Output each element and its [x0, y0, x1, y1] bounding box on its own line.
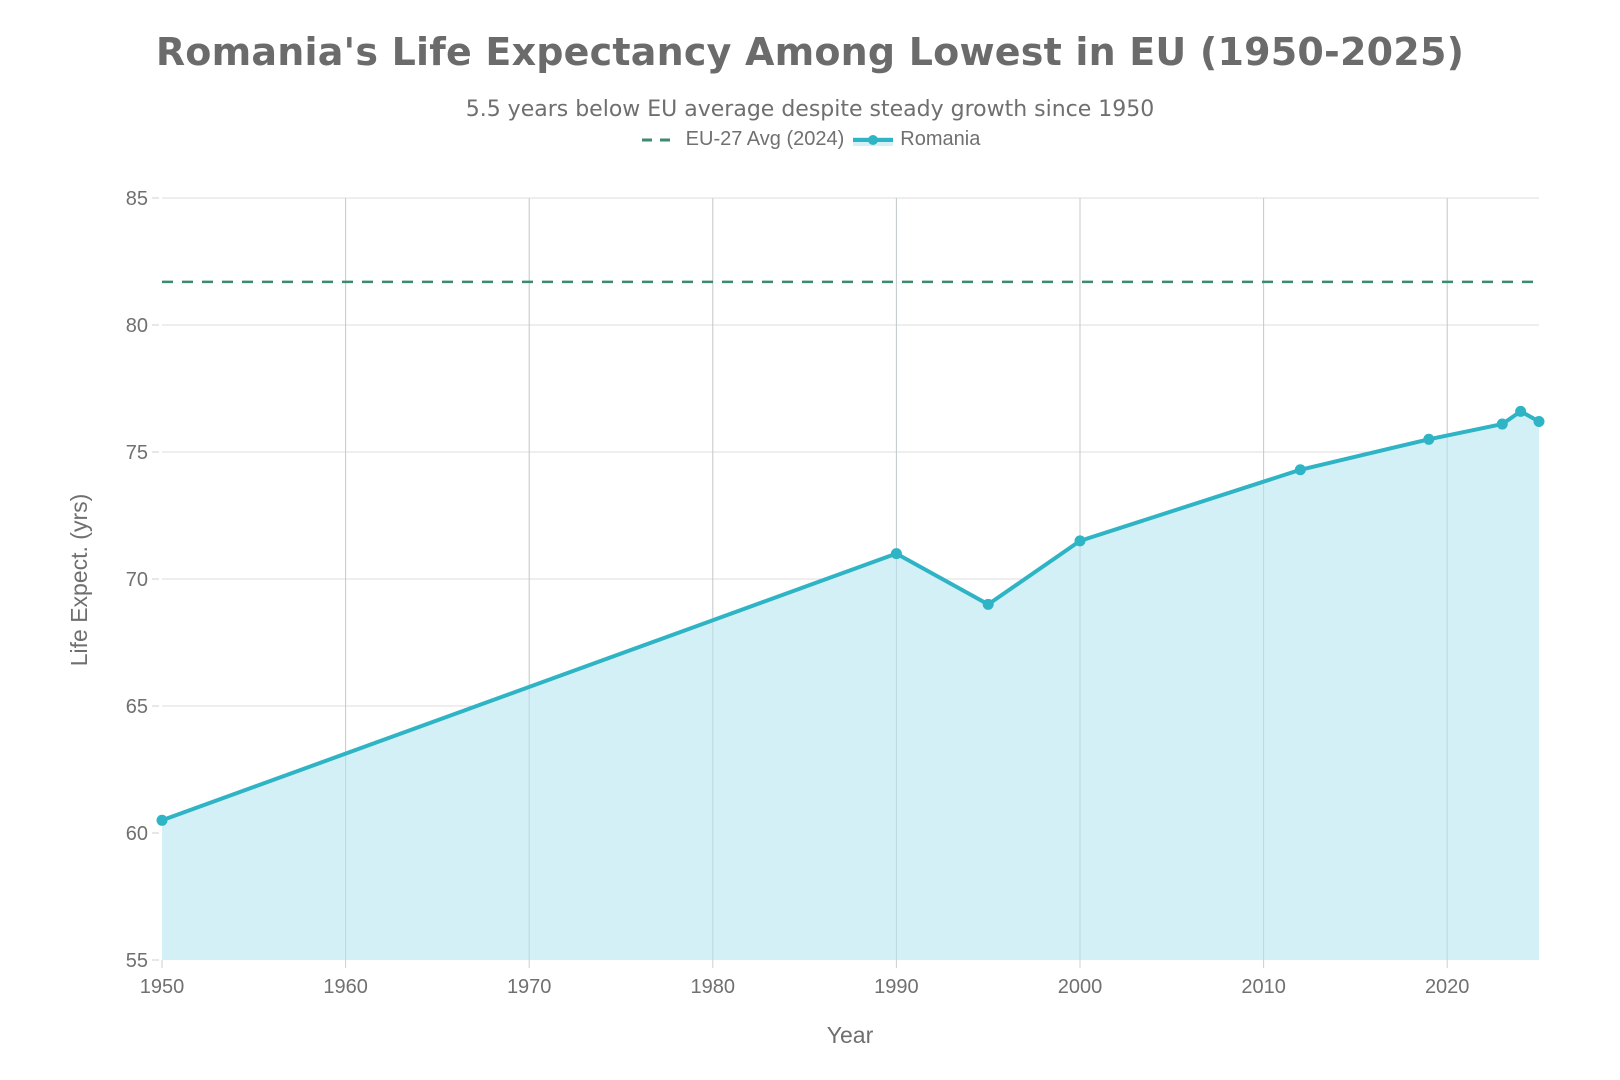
x-tick-label: 1970: [507, 976, 552, 998]
chart-title: Romania's Life Expectancy Among Lowest i…: [155, 30, 1465, 74]
romania-data-point: [1294, 464, 1306, 476]
romania-area-layer: [162, 411, 1539, 960]
legend-swatch-line-marker-icon: [853, 134, 894, 146]
y-tick-label: 65: [126, 696, 148, 718]
y-tick-label: 75: [126, 442, 148, 464]
y-tick-label: 85: [126, 188, 148, 210]
x-axis-title: Year: [827, 1022, 874, 1048]
romania-data-point: [1533, 416, 1545, 428]
y-tick-label: 80: [126, 315, 148, 337]
x-axis: 1950 1960 1970 1980 1990 2000 2010 2020: [140, 960, 1470, 998]
vertical-gridlines-overlay: [345, 198, 1448, 960]
legend-label-eu-avg: EU-27 Avg (2024): [685, 128, 845, 150]
romania-data-point: [1496, 418, 1508, 430]
y-tick-label: 70: [126, 569, 148, 591]
y-tick-label: 60: [126, 823, 148, 845]
x-tick-label: 2000: [1058, 976, 1103, 998]
legend-item-eu-avg[interactable]: EU-27 Avg (2024): [640, 128, 845, 151]
romania-data-point: [1074, 535, 1086, 547]
x-tick-label: 1980: [691, 976, 736, 998]
romania-area-fill: [162, 411, 1539, 960]
x-tick-label: 1960: [323, 976, 368, 998]
x-tick-label: 2010: [1241, 976, 1286, 998]
romania-data-point: [1515, 405, 1527, 417]
legend-item-romania[interactable]: Romania: [852, 128, 980, 151]
chart-subtitle: 5.5 years below EU average despite stead…: [465, 97, 1155, 122]
romania-data-point: [982, 598, 994, 610]
romania-data-point: [1423, 433, 1435, 445]
x-tick-label: 2020: [1425, 976, 1470, 998]
romania-series-layer: [156, 405, 1545, 826]
x-tick-label: 1990: [874, 976, 919, 998]
legend-label-romania: Romania: [900, 128, 981, 150]
legend: EU-27 Avg (2024) Romania: [0, 128, 1620, 151]
romania-data-point: [156, 814, 168, 826]
y-tick-label: 55: [126, 950, 148, 972]
x-tick-label: 1950: [140, 976, 185, 998]
romania-data-point: [890, 548, 902, 560]
y-axis: 55 60 65 70 75 80 85: [126, 188, 159, 972]
y-axis-title: Life Expect. (yrs): [66, 494, 92, 667]
legend-swatch-dashed-line-icon: [641, 138, 678, 141]
